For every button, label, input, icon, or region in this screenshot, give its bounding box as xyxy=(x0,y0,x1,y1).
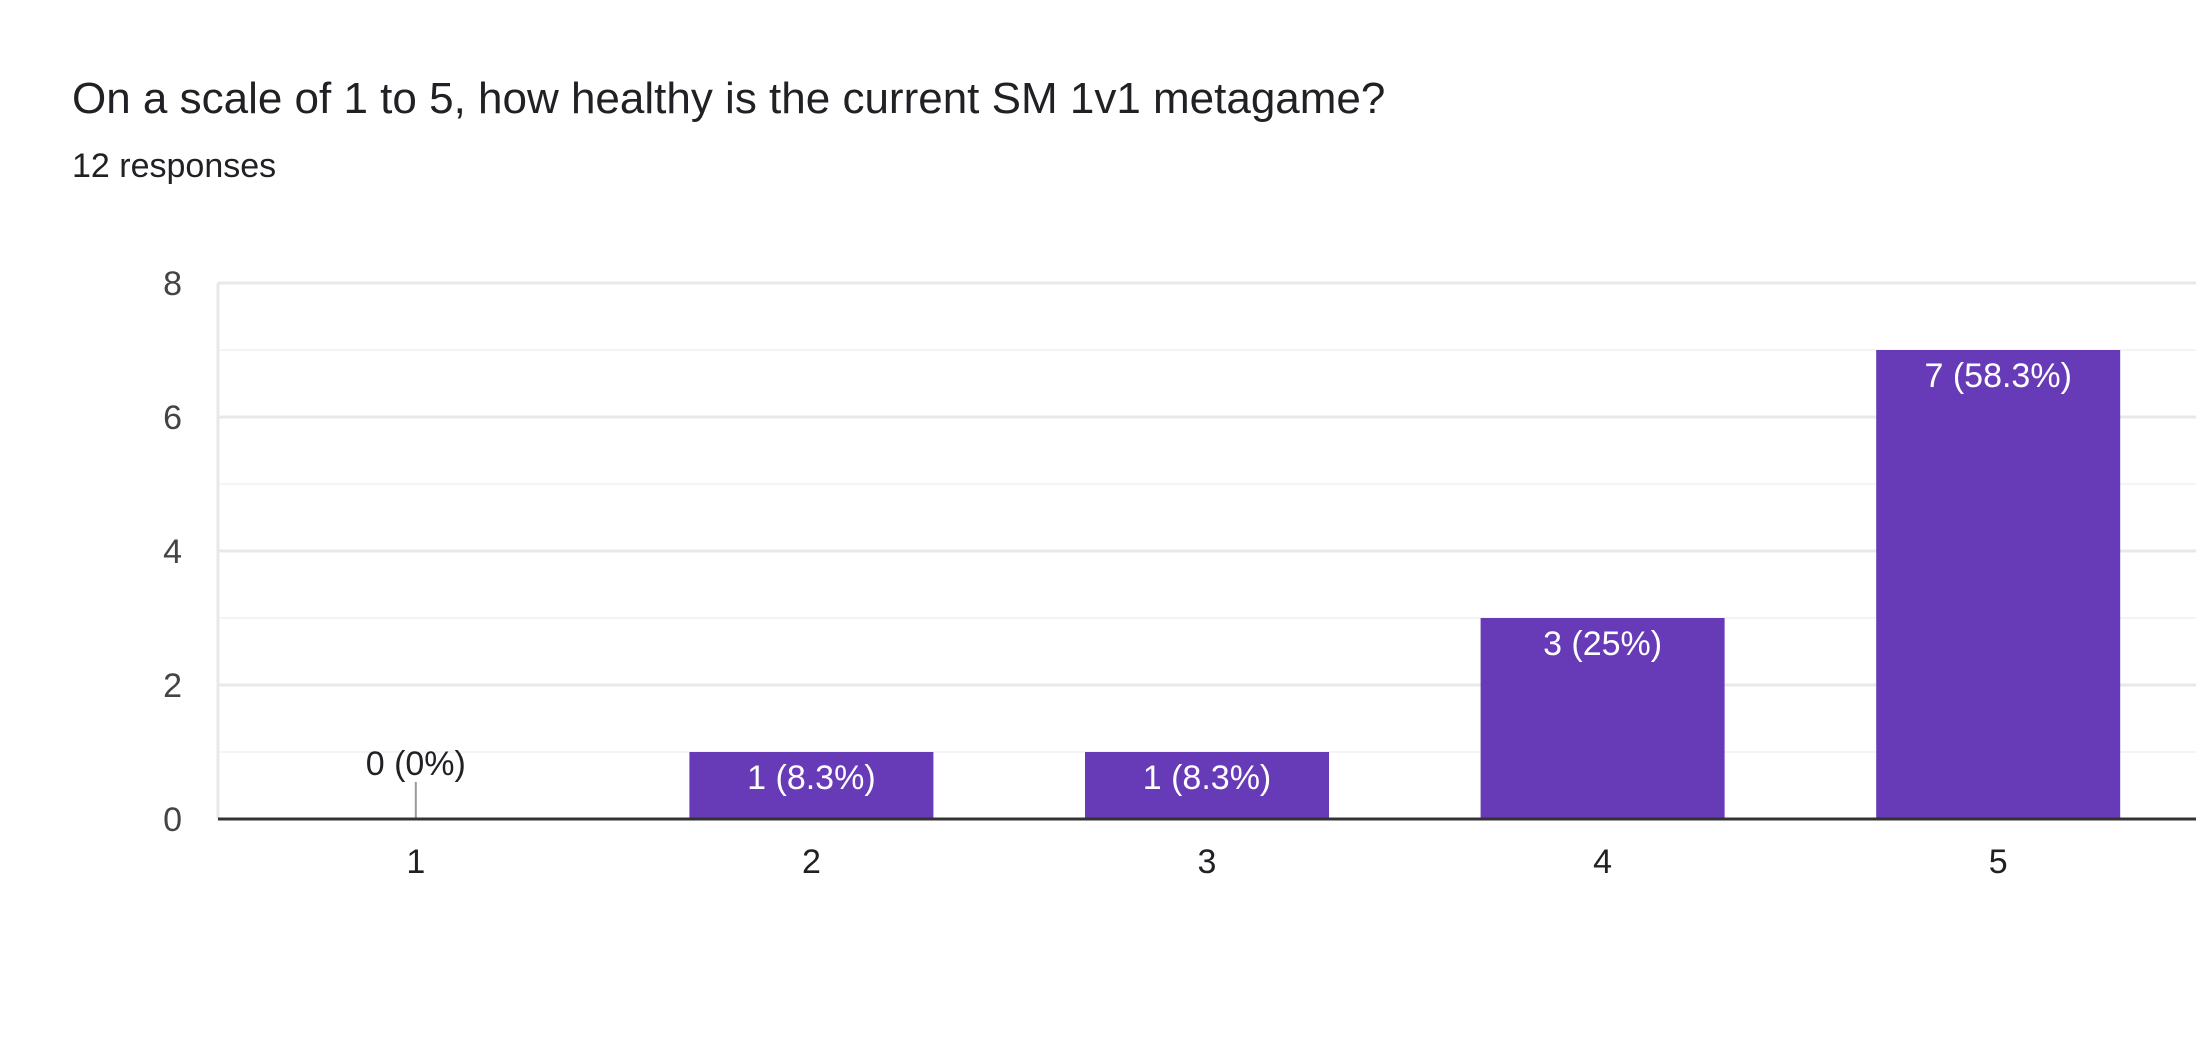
x-tick-label: 4 xyxy=(1593,843,1612,881)
y-tick-label: 2 xyxy=(163,667,182,705)
y-tick-label: 0 xyxy=(163,801,182,839)
y-tick-label: 8 xyxy=(163,265,182,303)
bar-data-label: 0 (0%) xyxy=(366,745,466,783)
x-tick-label: 2 xyxy=(802,843,821,881)
y-tick-label: 6 xyxy=(163,399,182,437)
bar xyxy=(1480,618,1725,819)
bar-data-label: 1 (8.3%) xyxy=(1143,759,1272,797)
x-tick-label: 1 xyxy=(406,843,425,881)
question-title: On a scale of 1 to 5, how healthy is the… xyxy=(72,74,1386,123)
bar-data-label: 7 (58.3%) xyxy=(1924,357,2071,395)
x-tick-label: 5 xyxy=(1989,843,2008,881)
response-count: 12 responses xyxy=(72,147,277,185)
y-tick-label: 4 xyxy=(163,533,182,571)
bar-data-label: 3 (25%) xyxy=(1543,625,1662,663)
bar xyxy=(689,752,934,819)
bar xyxy=(1876,350,2121,819)
bar xyxy=(1085,752,1329,819)
x-tick-label: 3 xyxy=(1198,843,1217,881)
bar-data-label: 1 (8.3%) xyxy=(747,759,876,797)
